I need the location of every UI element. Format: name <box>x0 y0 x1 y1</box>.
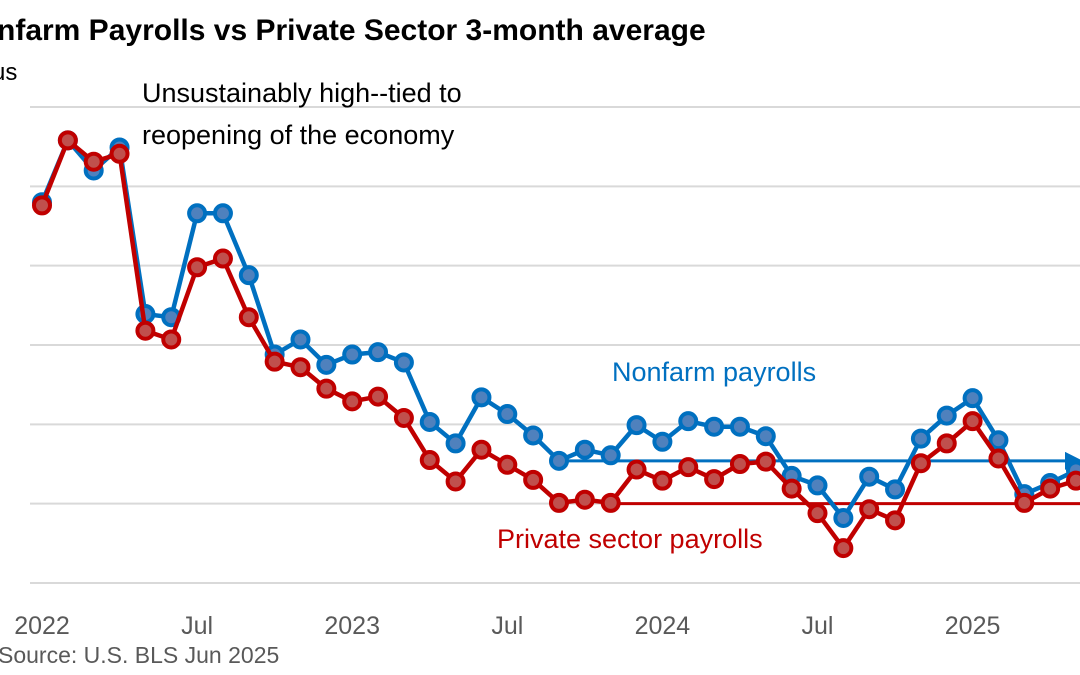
data-point <box>652 431 673 452</box>
data-point <box>600 445 621 466</box>
data-point <box>1040 478 1061 499</box>
data-point <box>212 248 233 269</box>
data-point <box>290 357 311 378</box>
data-point <box>704 469 725 490</box>
data-point <box>833 507 854 528</box>
data-point <box>988 430 1009 451</box>
data-point <box>471 387 492 408</box>
data-point <box>549 492 569 513</box>
data-point <box>497 454 518 475</box>
data-point <box>445 471 466 492</box>
data-point <box>109 143 130 164</box>
x-tick-label: Jul <box>181 612 213 640</box>
data-point <box>316 378 337 399</box>
data-point <box>187 257 208 278</box>
data-point <box>368 342 389 363</box>
data-point <box>290 329 311 350</box>
data-point <box>445 433 466 454</box>
data-point <box>807 503 828 524</box>
data-point <box>161 329 182 350</box>
x-axis-ticks: 2022 Jul 2023 Jul 2024 Jul 2025 <box>14 612 1000 640</box>
data-point <box>32 195 52 216</box>
data-point <box>729 454 750 474</box>
data-point <box>936 405 957 426</box>
data-point <box>238 265 259 286</box>
nonfarm-series <box>32 130 1080 528</box>
data-point <box>57 130 78 151</box>
x-tick-label: 2024 <box>635 612 691 640</box>
data-point <box>859 466 880 487</box>
data-point <box>755 426 776 447</box>
data-point <box>910 453 931 474</box>
annotation-reopening-line2: reopening of the economy <box>142 120 455 150</box>
x-tick-label: Jul <box>802 612 834 640</box>
annotation-reopening-line1: Unsustainably high--tied to <box>142 78 462 108</box>
x-tick-label: 2023 <box>324 612 380 640</box>
data-point <box>574 489 595 510</box>
data-point <box>988 448 1009 469</box>
chart-title: nfarm Payrolls vs Private Sector 3-month… <box>0 14 706 47</box>
data-point <box>523 425 544 446</box>
data-point <box>885 479 906 500</box>
nonfarm-series-label: Nonfarm payrolls <box>612 357 816 387</box>
data-point <box>238 307 259 328</box>
data-point <box>807 475 828 496</box>
data-point <box>652 470 673 491</box>
data-point <box>910 428 931 449</box>
data-point <box>135 320 156 341</box>
data-point <box>368 386 389 407</box>
data-point <box>523 469 544 490</box>
data-point <box>678 411 699 432</box>
series-group <box>32 130 1080 559</box>
data-point <box>574 439 595 460</box>
data-point <box>962 388 983 409</box>
x-tick-label: Jul <box>491 612 523 640</box>
data-point <box>704 416 725 437</box>
data-point <box>729 416 750 437</box>
data-point <box>1014 492 1035 513</box>
data-point <box>859 499 880 520</box>
data-point <box>626 459 647 480</box>
data-point <box>212 203 233 224</box>
data-point <box>471 439 492 460</box>
data-point <box>962 411 983 432</box>
data-point <box>342 344 363 365</box>
data-point <box>600 492 621 513</box>
data-point <box>549 450 569 471</box>
data-point <box>419 411 440 432</box>
x-tick-label: 2025 <box>945 612 1001 640</box>
data-point <box>187 203 208 224</box>
data-point <box>393 352 414 373</box>
data-point <box>626 415 647 436</box>
x-tick-label: 2022 <box>14 612 70 640</box>
data-point <box>833 538 854 559</box>
data-point <box>316 354 337 375</box>
data-point <box>393 407 414 428</box>
private-series <box>32 130 1080 559</box>
data-point <box>497 404 518 425</box>
data-point <box>936 433 957 454</box>
data-point <box>83 151 104 172</box>
private-series-label: Private sector payrolls <box>497 524 763 554</box>
data-point <box>755 451 776 472</box>
data-point <box>264 351 285 372</box>
data-point <box>885 510 906 531</box>
data-point <box>678 457 699 478</box>
source-note: Source: U.S. BLS Jun 2025 <box>0 642 279 668</box>
data-point <box>419 450 440 471</box>
data-point <box>342 391 363 412</box>
y-axis-label: us <box>0 59 17 86</box>
data-point <box>781 478 802 499</box>
data-point <box>1066 470 1080 491</box>
